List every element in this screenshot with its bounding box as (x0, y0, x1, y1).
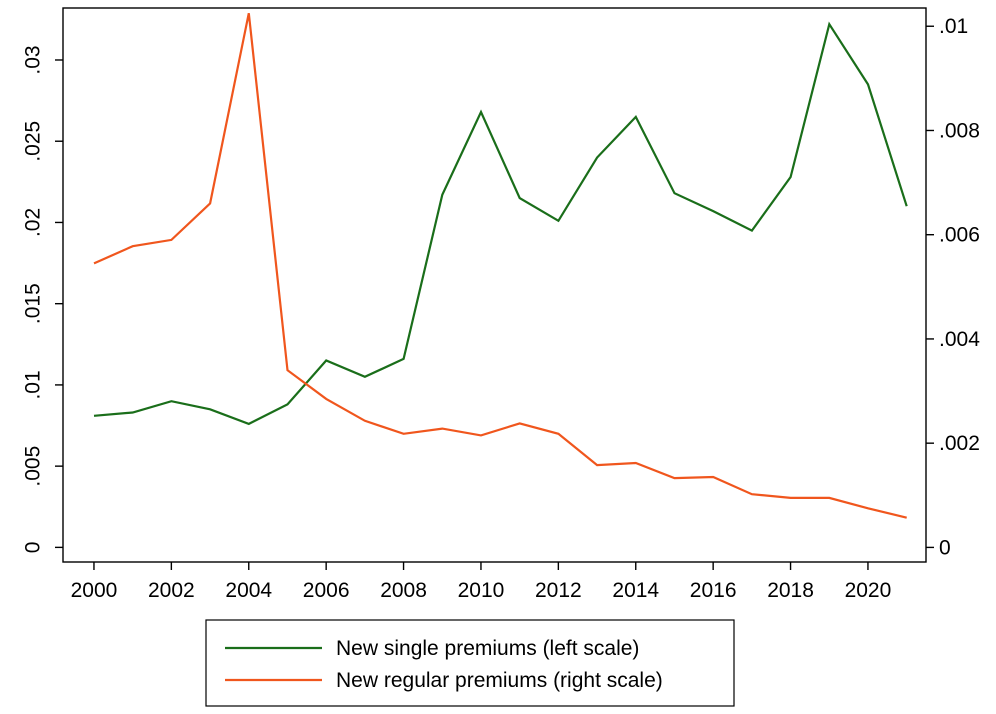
x-axis: 2000 2002 2004 2006 2008 2010 2012 2014 2016 2018… (71, 562, 892, 602)
x-tick-label: 2016 (690, 579, 737, 602)
x-tick-label: 2000 (71, 579, 118, 602)
y-left-tick-label: .025 (22, 121, 45, 162)
y-left-tick-label: .005 (22, 446, 45, 487)
series-line-regular-premiums (93, 12, 907, 519)
x-tick-label: 2012 (535, 579, 582, 602)
y-right-tick-label: .004 (939, 328, 980, 351)
legend: New single premiums (left scale) New regu… (205, 619, 735, 707)
legend-box (205, 619, 735, 707)
x-tick-label: 2010 (458, 579, 505, 602)
x-tick-label: 2004 (225, 579, 272, 602)
series-layer (93, 12, 908, 519)
x-tick-label: 2014 (612, 579, 659, 602)
x-tick-label: 2008 (380, 579, 427, 602)
y-right-tick-label: .002 (939, 432, 980, 455)
y-right-tick-label: .008 (939, 119, 980, 142)
y-left-tick-label: .01 (22, 370, 45, 399)
y-axis-left: 0 .005 .01 .015 .02 .025 .03 (22, 45, 63, 554)
x-tick-label: 2002 (148, 579, 195, 602)
x-tick-label: 2006 (303, 579, 350, 602)
series-line-single-premiums (93, 21, 908, 426)
y-left-tick-label: .03 (22, 45, 45, 74)
y-right-tick-label: 0 (939, 536, 951, 559)
plot-frame (62, 7, 927, 563)
y-right-tick-label: .01 (939, 15, 968, 38)
y-left-tick-label: 0 (22, 542, 45, 554)
x-tick-label: 2020 (845, 579, 892, 602)
x-tick-label: 2018 (767, 579, 814, 602)
y-left-tick-label: .015 (22, 283, 45, 324)
legend-label: New regular premiums (right scale) (336, 669, 663, 692)
legend-label: New single premiums (left scale) (336, 637, 639, 660)
y-axis-right: 0 .002 .004 .006 .008 .01 (926, 15, 980, 559)
y-right-tick-label: .006 (939, 224, 980, 247)
y-left-tick-label: .02 (22, 208, 45, 237)
